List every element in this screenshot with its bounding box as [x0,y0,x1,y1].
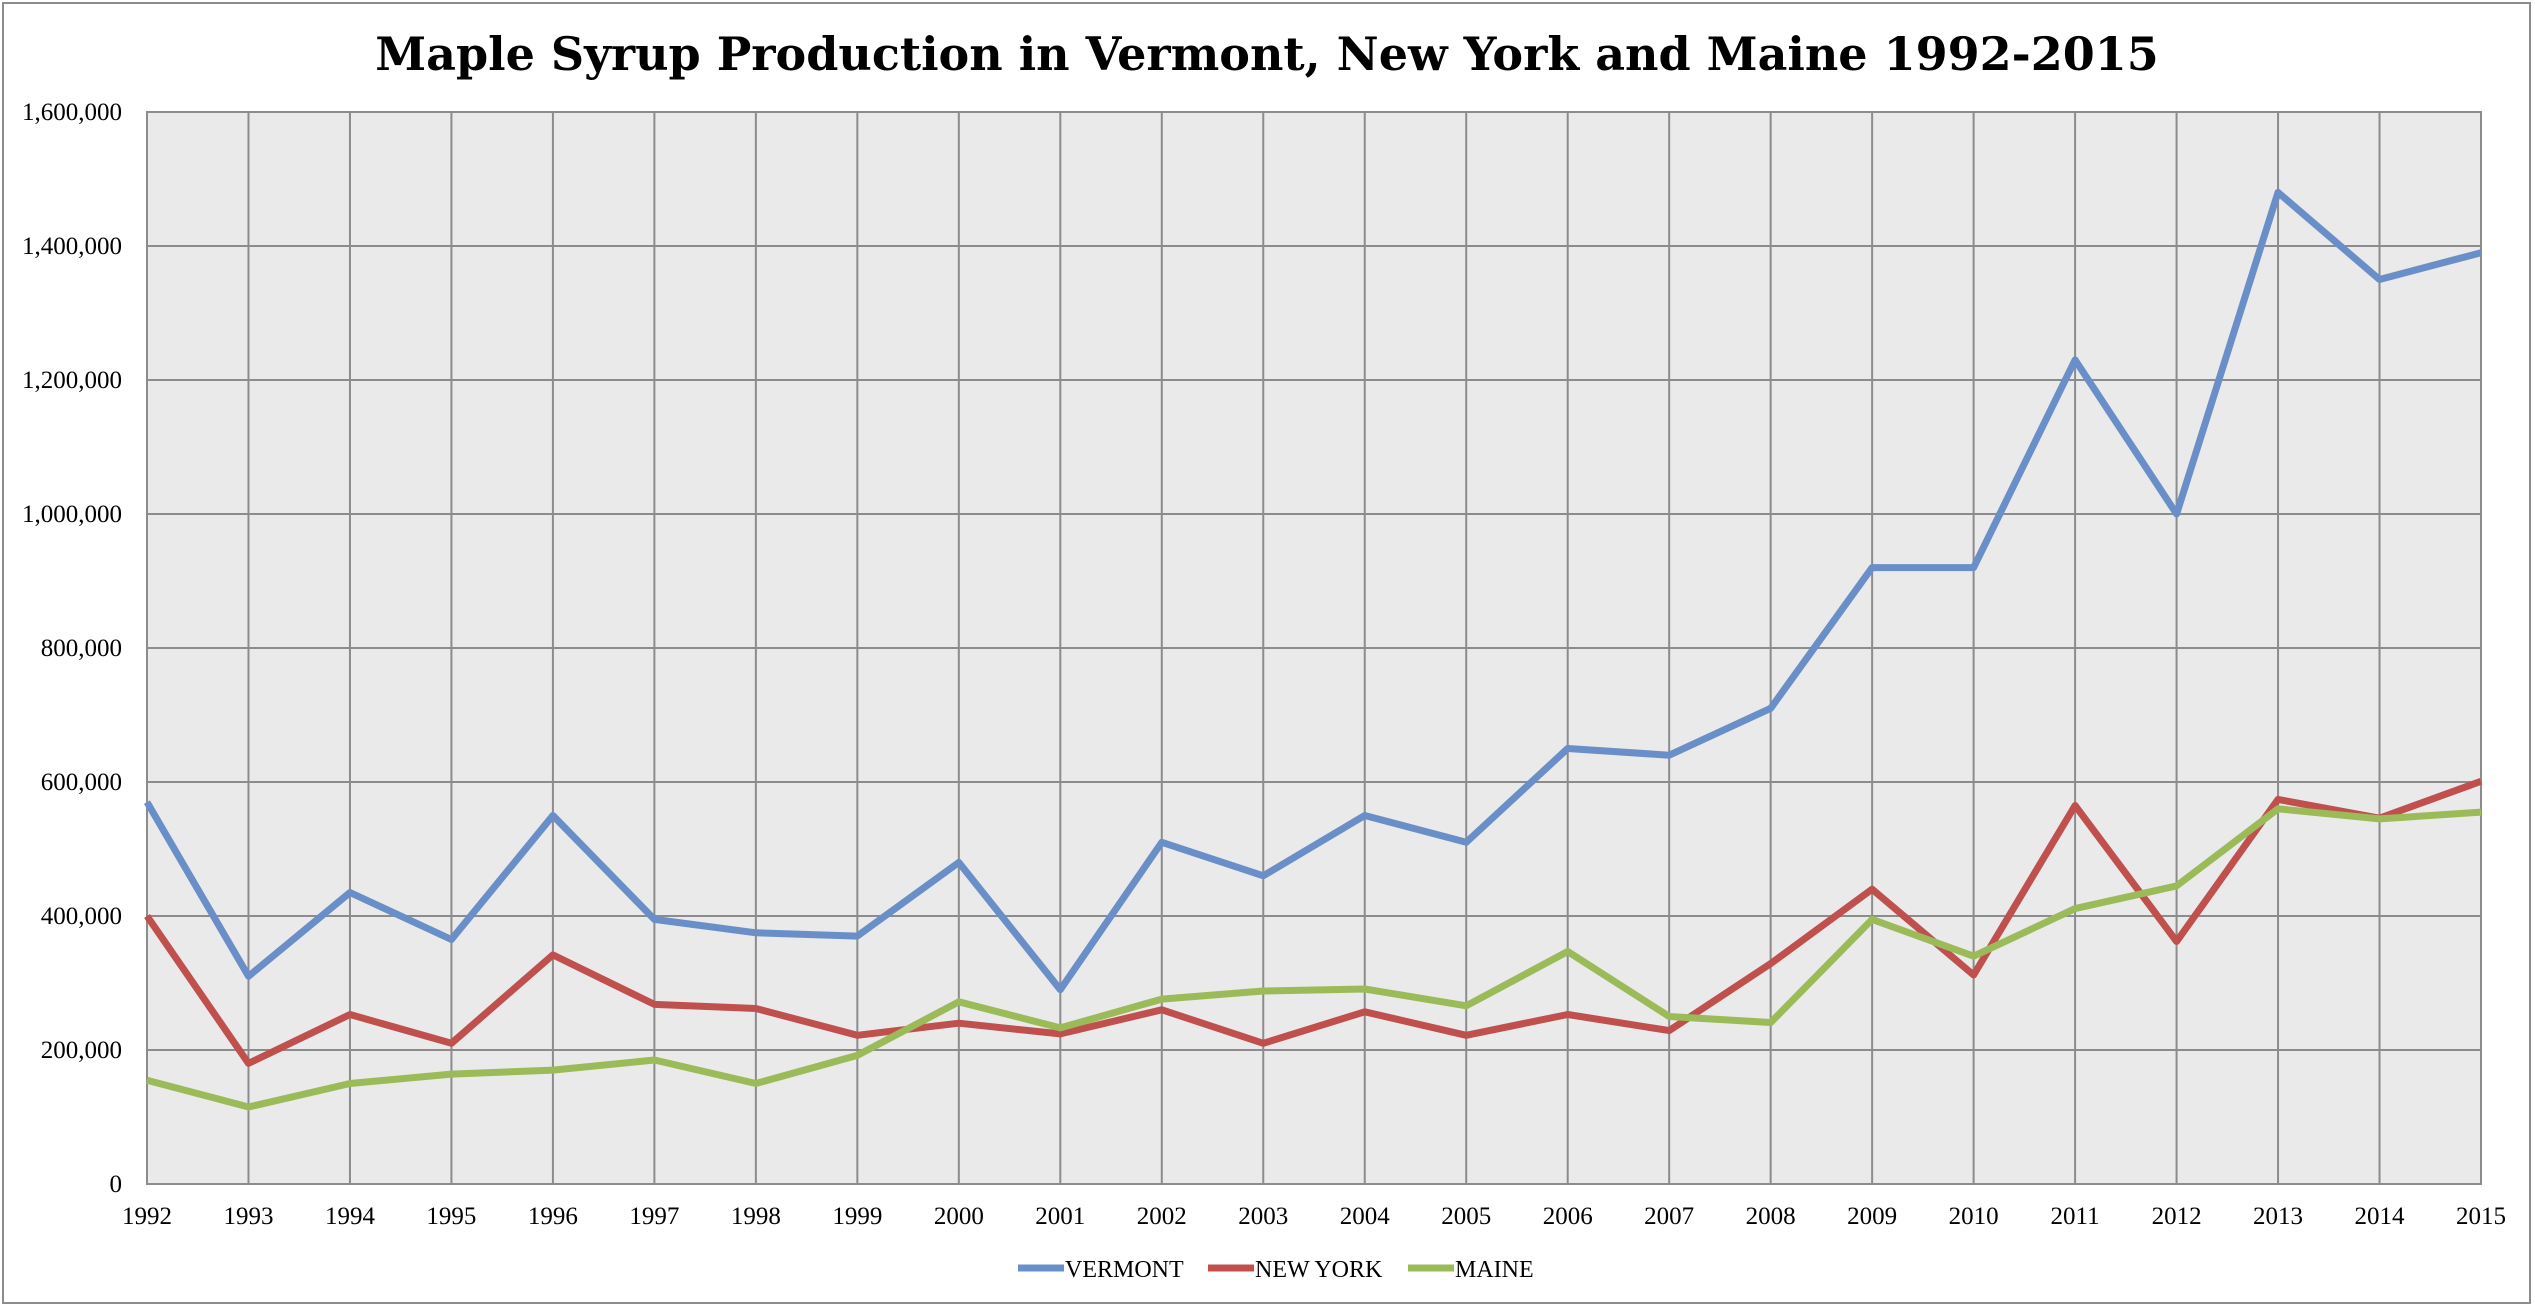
y-tick-label: 400,000 [41,903,122,930]
series-line-vermont [143,188,2482,994]
chart-title: Maple Syrup Production in Vermont, New Y… [375,27,2159,81]
series-line-new-york [144,778,2483,1067]
y-tick-label: 1,400,000 [22,233,122,260]
x-tick-label: 2003 [1238,1203,1288,1230]
x-tick-label: 2007 [1644,1203,1694,1230]
legend-label-vermont: VERMONT [1065,1257,1184,1283]
x-tick-label: 2015 [2456,1203,2506,1230]
y-axis-tick-labels: 0 200,000 400,000 600,000 800,000 1,000,000 1,… [22,99,122,1198]
y-tick-label: 800,000 [41,635,122,662]
x-tick-label: 2002 [1137,1203,1187,1230]
x-tick-label: 2000 [934,1203,984,1230]
x-tick-label: 2008 [1746,1203,1796,1230]
y-tick-label: 1,200,000 [22,367,122,394]
x-tick-label: 2011 [2051,1203,2100,1230]
y-tick-label: 0 [110,1171,123,1198]
y-tick-label: 1,000,000 [22,501,122,528]
x-tick-label: 1997 [629,1203,679,1230]
x-tick-label: 2012 [2152,1203,2202,1230]
x-tick-label: 2004 [1340,1203,1391,1230]
legend-label-maine: MAINE [1455,1257,1534,1283]
x-tick-label: 1996 [528,1203,578,1230]
grid-lines [146,111,2482,1185]
x-tick-label: 1993 [223,1203,273,1230]
x-tick-label: 1999 [832,1203,882,1230]
x-tick-label: 2010 [1949,1203,1999,1230]
series-line-maine [146,805,2482,1111]
x-tick-label: 1992 [122,1203,172,1230]
x-tick-label: 1995 [426,1203,476,1230]
x-tick-label: 2009 [1847,1203,1897,1230]
x-tick-label: 2006 [1543,1203,1593,1230]
x-axis-tick-labels: 1992 1993 1994 1995 1996 1997 1998 1999 2000 2001… [122,1203,2506,1230]
x-tick-label: 2014 [2355,1203,2406,1230]
y-tick-label: 1,600,000 [22,99,122,126]
series-lines [143,188,2483,1111]
legend-label-new-york: NEW YORK [1255,1257,1383,1283]
y-tick-label: 200,000 [41,1037,122,1064]
legend: VERMONT NEW YORK MAINE [1018,1257,1534,1283]
x-tick-label: 2001 [1035,1203,1085,1230]
x-tick-label: 1998 [731,1203,781,1230]
y-tick-label: 600,000 [41,769,122,796]
x-tick-label: 2005 [1441,1203,1491,1230]
x-tick-label: 1994 [325,1203,376,1230]
x-tick-label: 2013 [2253,1203,2303,1230]
